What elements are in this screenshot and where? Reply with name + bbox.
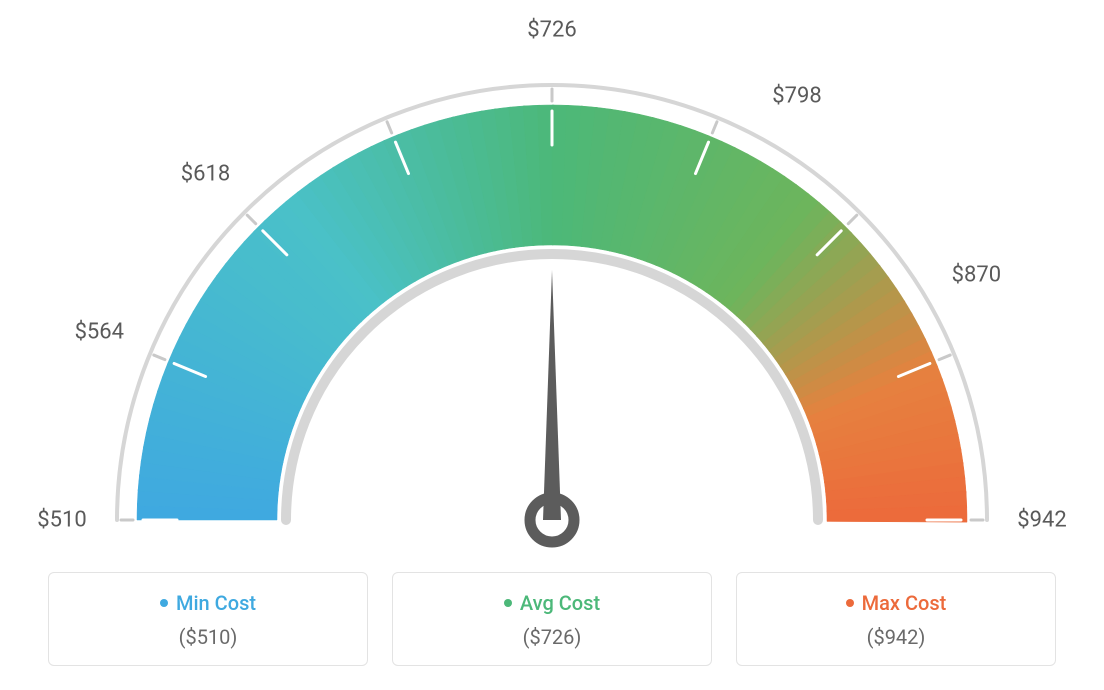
legend-value-min: ($510) — [49, 625, 367, 649]
gauge-tick-label: $726 — [527, 18, 576, 43]
legend-card-avg: Avg Cost ($726) — [392, 572, 712, 666]
gauge-tick-label: $798 — [772, 83, 821, 108]
gauge-svg — [0, 0, 1104, 560]
legend-title-text: Max Cost — [862, 591, 947, 615]
legend-title-text: Avg Cost — [520, 591, 600, 615]
legend-value-avg: ($726) — [393, 625, 711, 649]
gauge-tick-label: $942 — [1017, 508, 1066, 533]
gauge-tick-label: $564 — [75, 320, 124, 345]
dot-icon — [504, 599, 512, 607]
legend-card-max: Max Cost ($942) — [736, 572, 1056, 666]
dot-icon — [846, 599, 854, 607]
legend-card-min: Min Cost ($510) — [48, 572, 368, 666]
gauge-tick-label: $870 — [952, 263, 1001, 288]
legend-title-max: Max Cost — [846, 591, 947, 615]
legend-title-avg: Avg Cost — [504, 591, 600, 615]
dot-icon — [160, 599, 168, 607]
gauge-tick-label: $510 — [37, 508, 86, 533]
legend-row: Min Cost ($510) Avg Cost ($726) Max Cost… — [0, 572, 1104, 666]
gauge-tick-label: $618 — [181, 161, 230, 186]
legend-title-text: Min Cost — [176, 591, 256, 615]
legend-title-min: Min Cost — [160, 591, 256, 615]
gauge-chart: $510 $564 $618 $726 $798 $870 $942 — [0, 0, 1104, 560]
legend-value-max: ($942) — [737, 625, 1055, 649]
